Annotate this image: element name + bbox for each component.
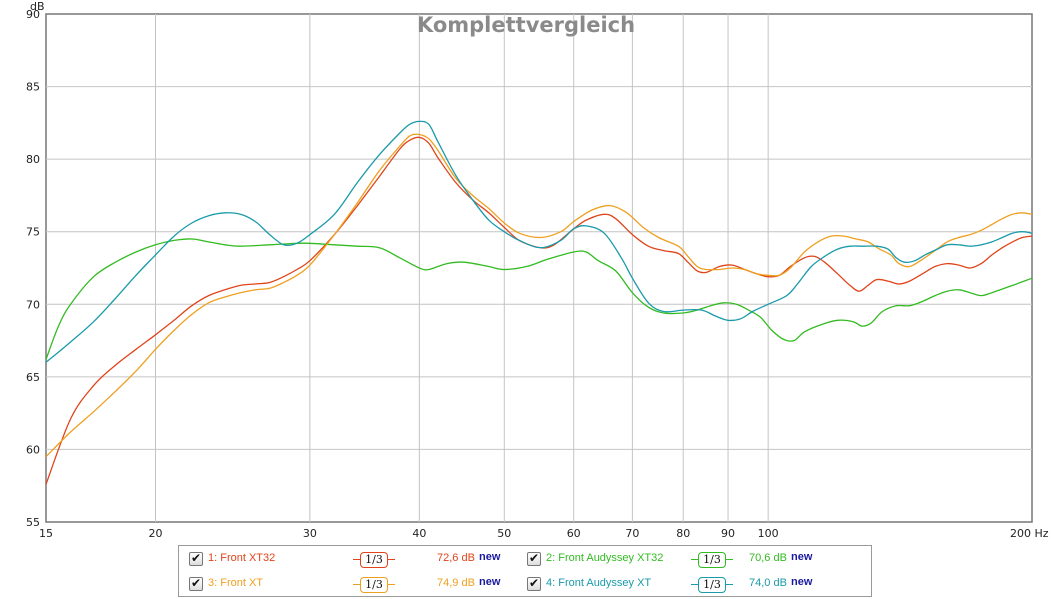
legend-entry-4: ✔ 4: Front Audyssey XT 1/3 74,0 dB new <box>527 574 857 594</box>
series-1-name: 1: Front XT32 <box>208 552 276 564</box>
x-tick-90: 90 <box>721 527 735 540</box>
x-tick-100: 100 <box>758 527 779 540</box>
series-2-new-button[interactable]: new <box>791 551 813 563</box>
frequency-response-chart: 55 60 65 70 75 80 85 90 15 20 30 40 50 60 70 80 90 100 20… <box>26 0 1049 540</box>
series-3-smoothing-box: 1/3 <box>360 577 388 593</box>
series-line-4 <box>45 120 1033 363</box>
y-tick-75: 75 <box>26 226 40 239</box>
series-3-checkbox[interactable]: ✔ <box>189 576 203 591</box>
series-lines <box>45 120 1033 485</box>
y-tick-65: 65 <box>26 371 40 384</box>
series-1-new-button[interactable]: new <box>479 551 501 563</box>
y-axis-unit-label: dB <box>30 0 45 13</box>
y-tick-55: 55 <box>26 516 40 529</box>
series-2-checkbox[interactable]: ✔ <box>527 551 541 566</box>
y-tick-85: 85 <box>26 81 40 94</box>
x-tick-30: 30 <box>303 527 317 540</box>
series-1-checkbox[interactable]: ✔ <box>189 551 203 566</box>
series-2-level: 70,6 dB <box>749 552 787 564</box>
series-1-level: 72,6 dB <box>437 552 475 564</box>
x-tick-200: 200 Hz <box>1010 527 1049 540</box>
series-4-smoothing[interactable]: 1/3 <box>691 575 733 595</box>
series-3-level: 74,9 dB <box>437 577 475 589</box>
chart-title: Komplettvergleich <box>417 13 635 37</box>
series-line-2 <box>45 238 1033 360</box>
series-2-smoothing[interactable]: 1/3 <box>691 550 733 570</box>
y-tick-60: 60 <box>26 443 40 456</box>
legend: ✔ 1: Front XT32 1/3 72,6 dB new ✔ 2: Fro… <box>178 545 872 597</box>
series-1-smoothing[interactable]: 1/3 <box>353 550 395 570</box>
series-4-name: 4: Front Audyssey XT <box>546 577 652 589</box>
series-4-new-button[interactable]: new <box>791 576 813 588</box>
series-1-smoothing-box: 1/3 <box>360 552 388 568</box>
legend-entry-3: ✔ 3: Front XT 1/3 74,9 dB new <box>189 574 519 594</box>
series-3-new-button[interactable]: new <box>479 576 501 588</box>
series-line-3 <box>45 133 1033 458</box>
y-tick-80: 80 <box>26 153 40 166</box>
x-tick-60: 60 <box>567 527 581 540</box>
y-tick-90: 90 <box>26 8 40 21</box>
series-2-name: 2: Front Audyssey XT32 <box>546 552 664 564</box>
series-4-checkbox[interactable]: ✔ <box>527 576 541 591</box>
plot-area <box>45 13 1033 523</box>
series-3-name: 3: Front XT <box>208 577 264 589</box>
series-line-1 <box>45 136 1033 485</box>
x-tick-50: 50 <box>497 527 511 540</box>
series-4-level: 74,0 dB <box>749 577 787 589</box>
x-tick-40: 40 <box>412 527 426 540</box>
series-2-smoothing-box: 1/3 <box>698 552 726 568</box>
legend-entry-1: ✔ 1: Front XT32 1/3 72,6 dB new <box>189 549 519 569</box>
legend-entry-2: ✔ 2: Front Audyssey XT32 1/3 70,6 dB new <box>527 549 857 569</box>
x-tick-80: 80 <box>676 527 690 540</box>
x-tick-15: 15 <box>39 527 53 540</box>
y-tick-labels: 55 60 65 70 75 80 85 90 <box>26 8 40 529</box>
x-tick-labels: 15 20 30 40 50 60 70 80 90 100 200 Hz <box>39 527 1049 540</box>
x-tick-70: 70 <box>625 527 639 540</box>
series-3-smoothing[interactable]: 1/3 <box>353 575 395 595</box>
series-4-smoothing-box: 1/3 <box>698 577 726 593</box>
x-tick-20: 20 <box>149 527 163 540</box>
y-tick-70: 70 <box>26 298 40 311</box>
